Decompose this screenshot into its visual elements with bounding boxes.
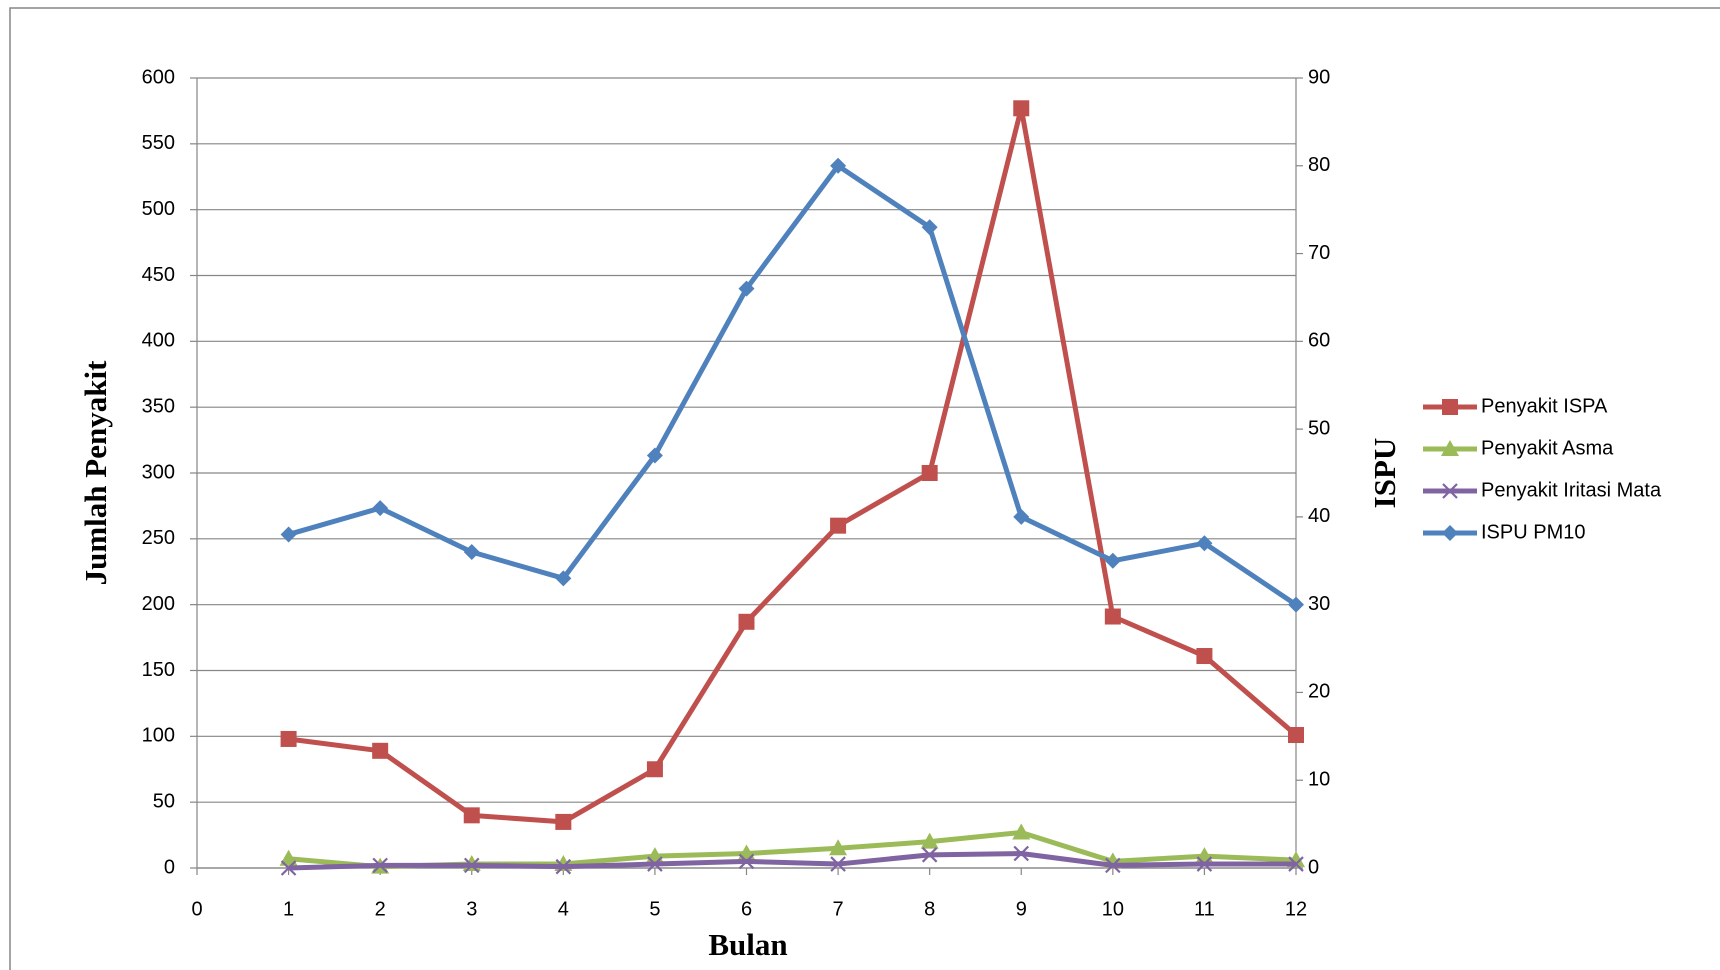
y2-tick-label: 20 (1308, 681, 1330, 703)
y-tick-label: 200 (142, 593, 175, 615)
x-tick-label: 4 (558, 898, 569, 920)
x-tick-label: 9 (1016, 898, 1027, 920)
x-tick-label: 12 (1285, 898, 1307, 920)
y2-tick-label: 90 (1308, 66, 1330, 88)
marker (1013, 509, 1029, 525)
y2-tick-label: 30 (1308, 593, 1330, 615)
marker (830, 518, 846, 534)
chart: Bulan Jumlah Penyakit ISPU 0501001502002… (0, 0, 1720, 970)
series-line (289, 108, 1296, 822)
y2-tick-label: 40 (1308, 505, 1330, 527)
legend-label: Penyakit Asma (1481, 437, 1614, 459)
x-tick-label: 2 (375, 898, 386, 920)
marker (555, 814, 571, 830)
y-tick-label: 550 (142, 132, 175, 154)
marker (1196, 648, 1212, 664)
marker (281, 526, 297, 542)
y-tick-label: 0 (164, 856, 175, 878)
marker (281, 731, 297, 747)
y-tick-label: 300 (142, 461, 175, 483)
y2-tick-label: 60 (1308, 330, 1330, 352)
y-tick-label: 250 (142, 527, 175, 549)
x-tick-label: 1 (283, 898, 294, 920)
marker (922, 465, 938, 481)
x-tick-label: 10 (1102, 898, 1124, 920)
y2-tick-label: 10 (1308, 769, 1330, 791)
marker (1442, 525, 1458, 541)
y-tick-label: 150 (142, 659, 175, 681)
y2-tick-label: 80 (1308, 154, 1330, 176)
marker (1013, 100, 1029, 116)
legend-label: ISPU PM10 (1481, 521, 1585, 543)
y-tick-label: 450 (142, 264, 175, 286)
x-axis-title: Bulan (708, 927, 787, 962)
y-tick-label: 500 (142, 198, 175, 220)
y-tick-label: 350 (142, 395, 175, 417)
marker (1288, 727, 1304, 743)
x-tick-label: 6 (741, 898, 752, 920)
y-axis-title: Jumlah Penyakit (78, 360, 113, 585)
y2-tick-label: 70 (1308, 242, 1330, 264)
marker (1442, 399, 1458, 415)
y2-tick-label: 0 (1308, 856, 1319, 878)
marker (464, 807, 480, 823)
legend-label: Penyakit Iritasi Mata (1481, 479, 1662, 501)
y-tick-label: 400 (142, 330, 175, 352)
x-tick-label: 7 (833, 898, 844, 920)
marker (1105, 553, 1121, 569)
marker (739, 614, 755, 630)
marker (372, 500, 388, 516)
legend-label: Penyakit ISPA (1481, 395, 1608, 417)
x-tick-label: 0 (191, 898, 202, 920)
y2-tick-label: 50 (1308, 417, 1330, 439)
marker (372, 743, 388, 759)
x-tick-label: 5 (649, 898, 660, 920)
x-tick-label: 11 (1194, 898, 1215, 920)
y2-axis-title: ISPU (1367, 438, 1402, 509)
y-tick-label: 600 (142, 66, 175, 88)
marker (647, 761, 663, 777)
x-tick-label: 3 (466, 898, 477, 920)
marker (464, 544, 480, 560)
y-tick-label: 50 (153, 790, 175, 812)
x-tick-label: 8 (924, 898, 935, 920)
marker (1105, 609, 1121, 625)
y-tick-label: 100 (142, 725, 175, 747)
